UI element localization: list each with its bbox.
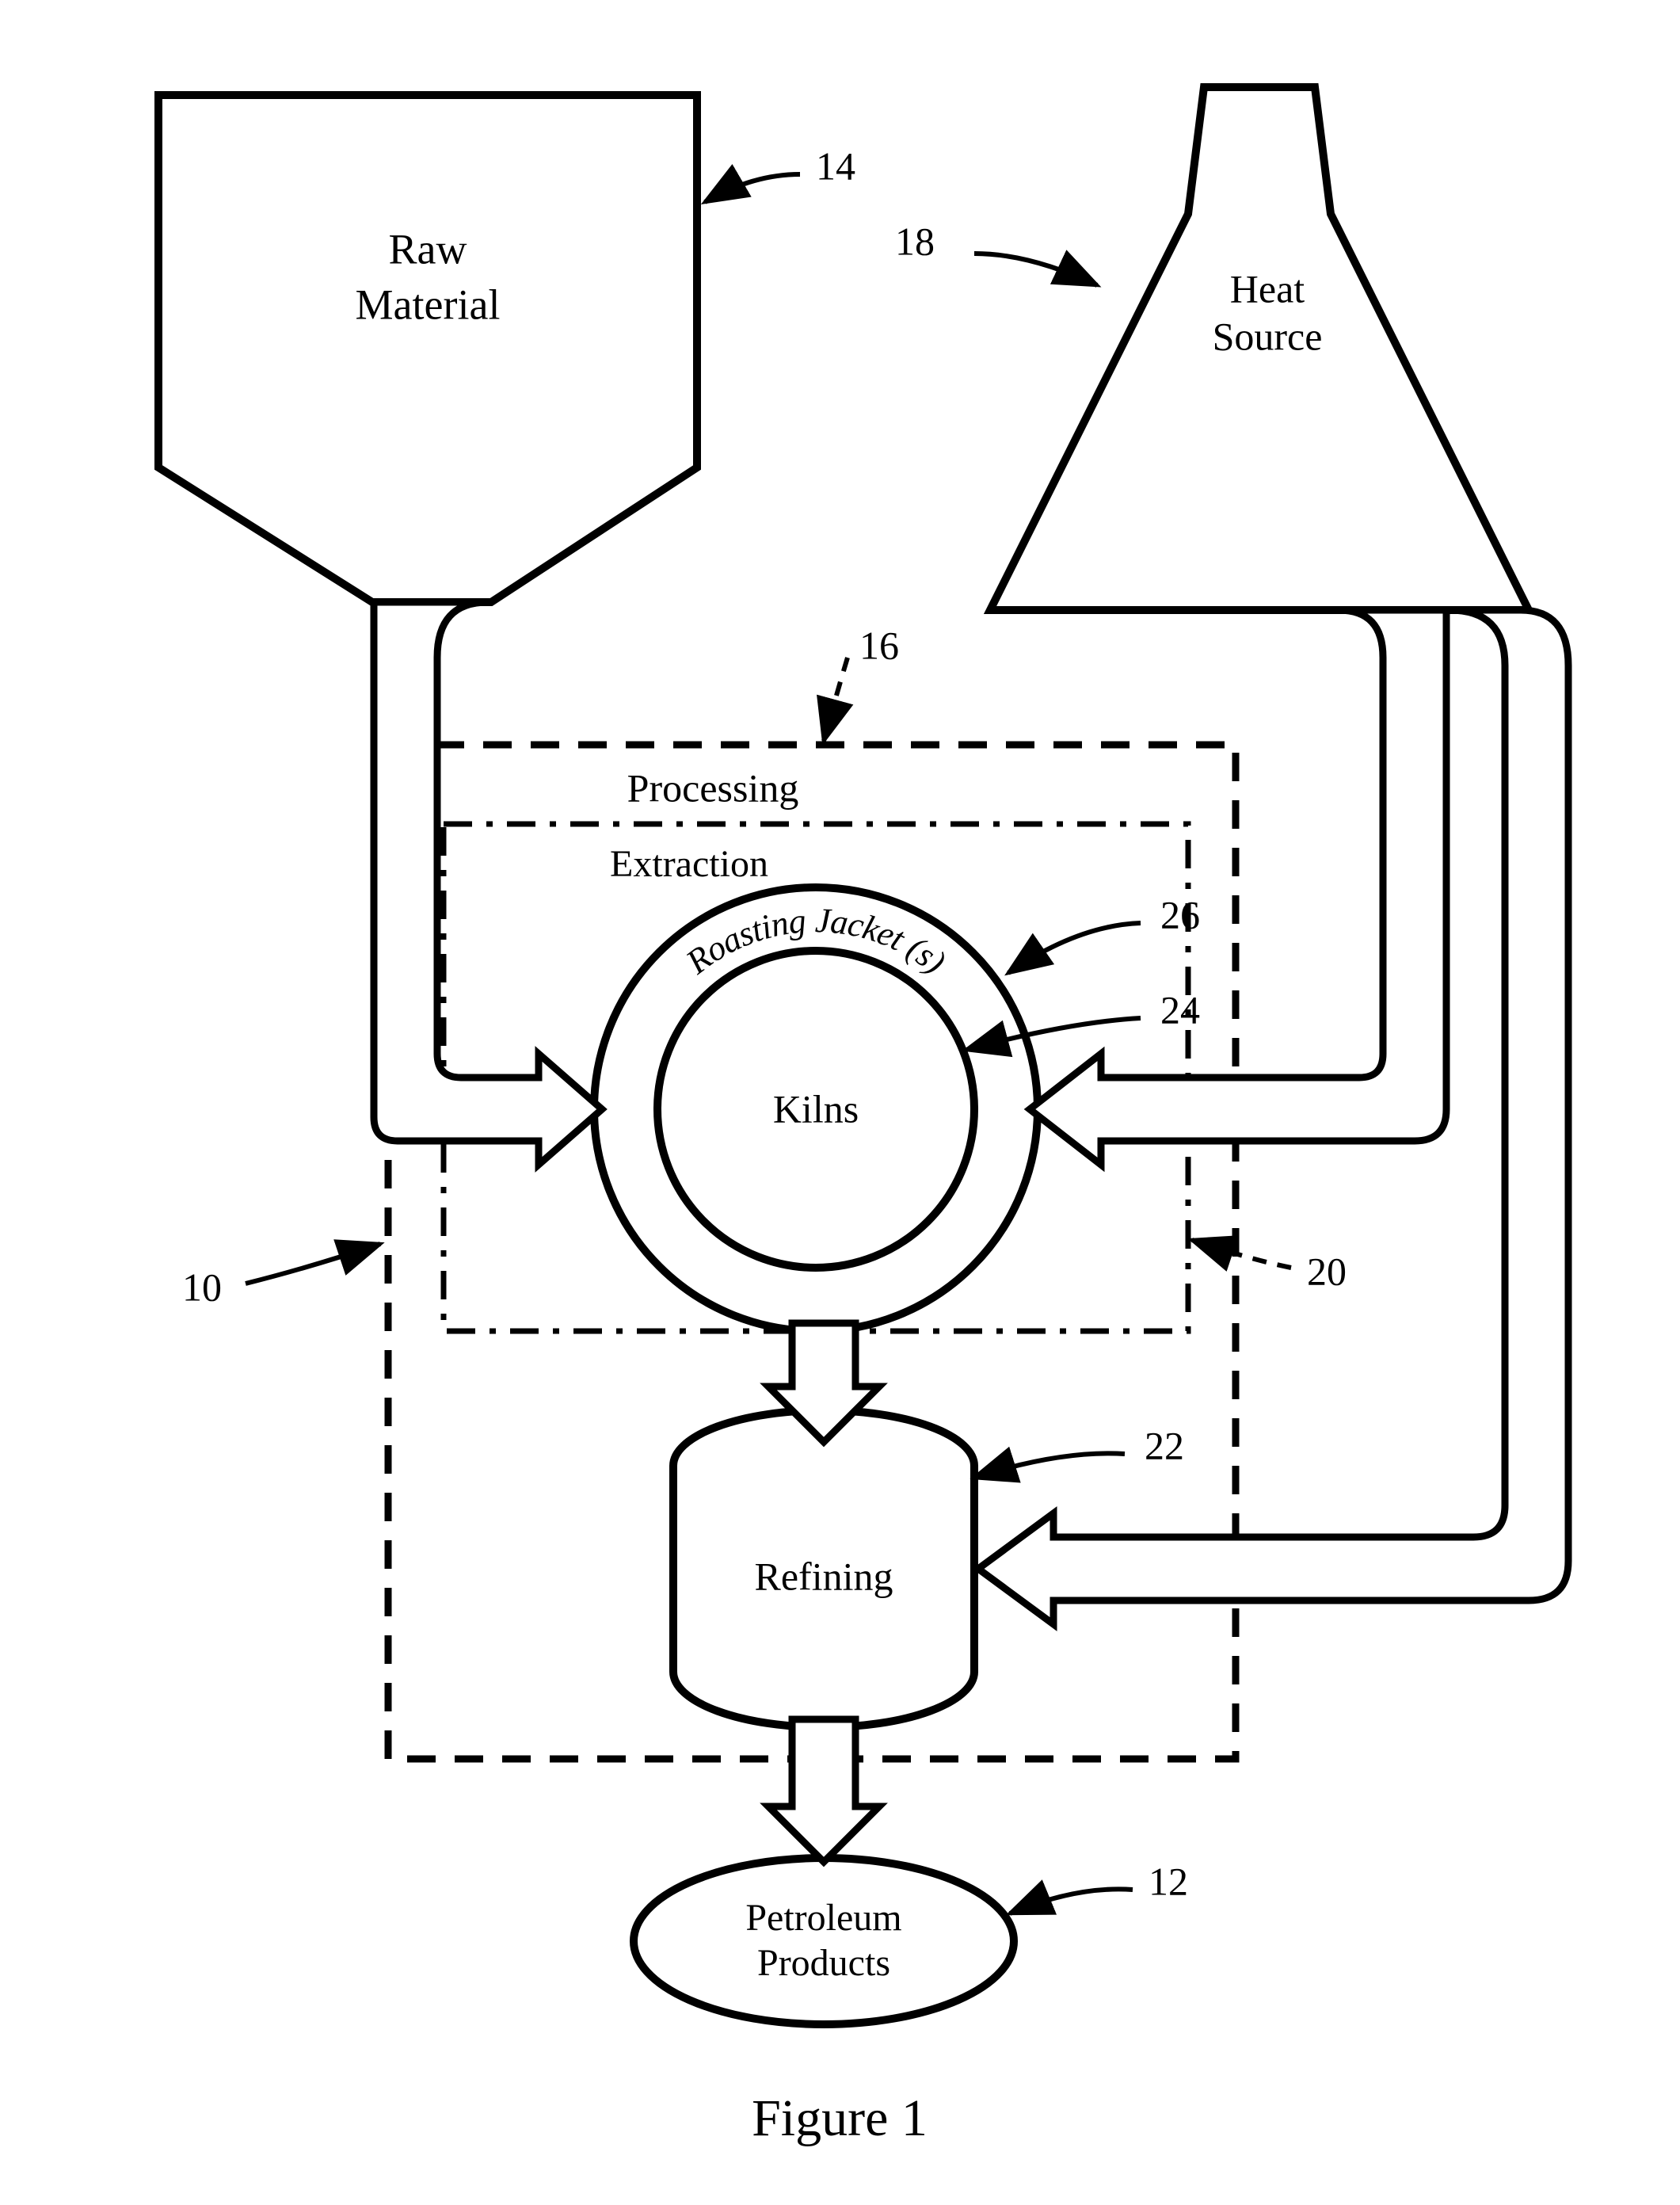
leader-10 — [246, 1244, 380, 1284]
diagram-root: Raw Material Heat Source Processing Extr… — [0, 0, 1680, 2205]
pipe-heat-to-kilns — [1030, 610, 1446, 1165]
refining-label: Refining — [755, 1554, 893, 1598]
callout-24: 24 — [1160, 987, 1200, 1032]
callout-20: 20 — [1307, 1249, 1347, 1293]
callout-12: 12 — [1149, 1859, 1188, 1903]
leader-18 — [974, 254, 1097, 285]
heat-source-label-1: Heat — [1230, 266, 1305, 311]
kiln-assembly: Kilns Roasting Jacket (s) — [594, 887, 1038, 1331]
leader-14 — [705, 174, 800, 202]
callout-16: 16 — [859, 623, 899, 667]
leader-26 — [1008, 923, 1141, 973]
petroleum-label-1: Petroleum — [745, 1897, 901, 1939]
raw-material-hopper: Raw Material — [158, 95, 697, 602]
raw-material-label-1: Raw — [389, 225, 467, 273]
kilns-label: Kilns — [773, 1086, 859, 1131]
heat-source-flask: Heat Source — [990, 87, 1529, 610]
heat-source-label-2: Source — [1213, 314, 1323, 358]
leader-22 — [974, 1453, 1125, 1478]
callout-14: 14 — [816, 143, 855, 188]
petroleum-label-2: Products — [757, 1942, 890, 1984]
figure-caption: Figure 1 — [752, 2089, 928, 2147]
pipe-refining-to-products — [768, 1719, 879, 1862]
processing-label: Processing — [627, 765, 799, 810]
callout-26: 26 — [1160, 892, 1200, 937]
petroleum-products-node: Petroleum Products — [634, 1858, 1014, 2024]
pipe-raw-to-kilns — [374, 602, 602, 1165]
leader-20 — [1192, 1240, 1291, 1268]
leader-16 — [824, 658, 848, 741]
callout-10: 10 — [182, 1265, 222, 1309]
raw-material-label-2: Material — [356, 280, 501, 328]
callout-18: 18 — [895, 219, 935, 263]
leader-12 — [1010, 1889, 1133, 1913]
callout-22: 22 — [1145, 1423, 1184, 1467]
refining-vessel: Refining — [673, 1410, 974, 1727]
extraction-label: Extraction — [610, 843, 768, 885]
